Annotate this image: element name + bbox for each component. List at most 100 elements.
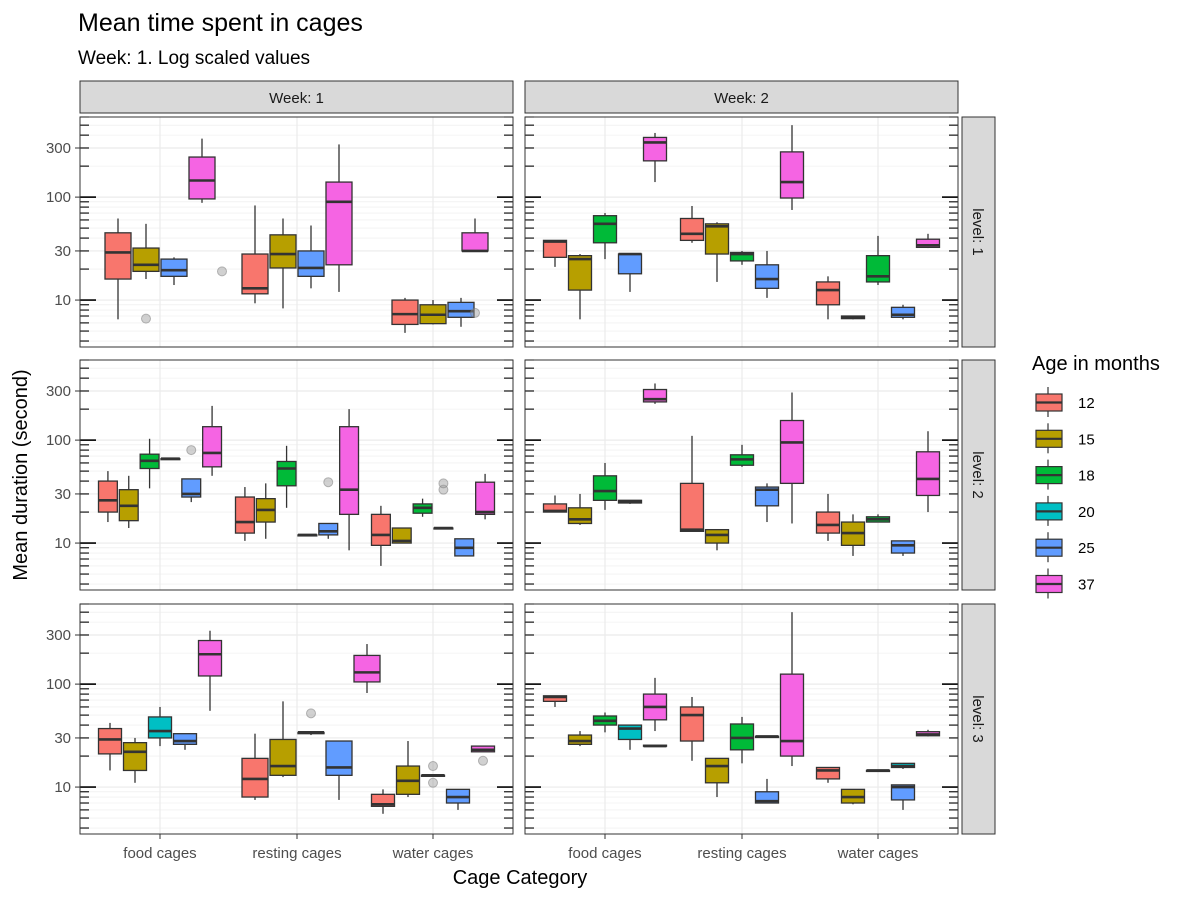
x-tick-label: water cages — [837, 845, 919, 862]
box-age-18 — [865, 235, 891, 286]
box-age-25 — [642, 744, 668, 748]
outlier-point — [470, 307, 480, 318]
x-tick-label: food cages — [123, 845, 196, 862]
box-iqr — [567, 734, 593, 745]
box-age-12 — [97, 722, 123, 771]
box-iqr — [325, 181, 353, 266]
legend-label: 12 — [1078, 395, 1095, 412]
box-age-12 — [391, 297, 419, 333]
y-tick-label: 100 — [46, 676, 71, 693]
box-age-15 — [269, 701, 297, 778]
box-age-37 — [642, 677, 668, 732]
box-group — [542, 612, 941, 810]
box-iqr — [297, 250, 325, 277]
y-tick-label: 100 — [46, 189, 71, 206]
box-age-15 — [840, 514, 866, 556]
box-age-12 — [370, 789, 396, 814]
box-iqr — [353, 654, 381, 683]
legend-title: Age in months — [1032, 353, 1160, 375]
box-iqr — [617, 253, 643, 275]
box-age-37 — [915, 431, 941, 513]
y-tick-label: 300 — [46, 140, 71, 157]
box-age-12 — [679, 205, 705, 243]
panel-border — [79, 116, 514, 348]
box-iqr — [754, 486, 780, 507]
box-age-37 — [339, 409, 360, 551]
box-age-12 — [241, 733, 269, 800]
outlier-point — [306, 708, 316, 719]
box-age-12 — [97, 471, 118, 523]
row-strip-label: level: 3 — [969, 695, 986, 743]
box-iqr — [318, 522, 339, 536]
legend: Age in months 12 15 18 20 25 37 — [1032, 353, 1160, 599]
box-iqr — [447, 301, 475, 318]
box-iqr — [754, 791, 780, 804]
box-age-25 — [160, 257, 188, 286]
box-iqr — [104, 232, 132, 280]
box-iqr — [815, 281, 841, 306]
box-age-37 — [202, 405, 223, 476]
box-age-18 — [297, 708, 325, 736]
box-iqr — [202, 426, 223, 468]
box-age-25 — [297, 225, 325, 289]
y-tick-label: 30 — [54, 486, 71, 503]
box-age-25 — [325, 740, 353, 800]
box-iqr — [890, 784, 916, 801]
box-age-18 — [592, 712, 618, 733]
box-iqr — [276, 460, 297, 487]
box-iqr — [754, 264, 780, 289]
box-age-15 — [118, 475, 139, 529]
box-age-20 — [420, 761, 446, 788]
box-iqr — [592, 475, 618, 501]
box-age-12 — [370, 505, 391, 566]
box-group — [104, 138, 489, 333]
y-tick-label: 10 — [54, 535, 71, 552]
box-age-37 — [779, 125, 805, 210]
box-age-25 — [890, 784, 916, 810]
box-iqr — [592, 215, 618, 244]
box-age-37 — [197, 630, 223, 711]
row-strip-label: level: 1 — [969, 208, 986, 256]
outlier-point — [217, 266, 227, 277]
box-iqr — [815, 766, 841, 780]
outlier-point — [186, 445, 197, 456]
box-iqr — [97, 480, 118, 513]
x-tick-label: food cages — [568, 845, 641, 862]
box-iqr — [132, 247, 160, 273]
box-age-25 — [617, 499, 643, 504]
box-age-20 — [297, 533, 318, 537]
box-age-12 — [104, 218, 132, 320]
box-age-25 — [172, 733, 198, 750]
box-age-15 — [391, 527, 412, 544]
box-age-18 — [412, 498, 433, 517]
chart-title: Mean time spent in cages — [78, 9, 363, 37]
box-age-25 — [181, 445, 202, 503]
box-iqr — [779, 151, 805, 199]
box-iqr — [542, 239, 568, 258]
box-iqr — [269, 738, 297, 776]
panel-border — [524, 116, 959, 348]
box-group — [97, 630, 496, 814]
box-age-15 — [269, 218, 297, 309]
outlier-point — [428, 777, 438, 788]
facet-panels: Week: 1 Week: 2 level: 1 level: 2 level: 3 10… — [46, 80, 996, 862]
box-age-20 — [617, 724, 643, 750]
box-age-37 — [642, 132, 668, 183]
box-age-18 — [865, 769, 891, 773]
box-iqr — [815, 511, 841, 534]
y-tick-label: 300 — [46, 627, 71, 644]
box-age-37 — [353, 644, 381, 693]
box-age-18 — [592, 213, 618, 260]
box-age-15 — [567, 254, 593, 320]
box-age-37 — [642, 383, 668, 404]
box-age-25 — [617, 252, 643, 292]
box-age-18 — [729, 444, 755, 467]
box-age-25 — [754, 483, 780, 523]
box-age-25 — [318, 477, 339, 539]
box-age-37 — [461, 218, 489, 318]
box-age-15 — [567, 731, 593, 747]
box-iqr — [234, 496, 255, 534]
y-tick-label: 30 — [54, 243, 71, 260]
box-iqr — [679, 217, 705, 242]
